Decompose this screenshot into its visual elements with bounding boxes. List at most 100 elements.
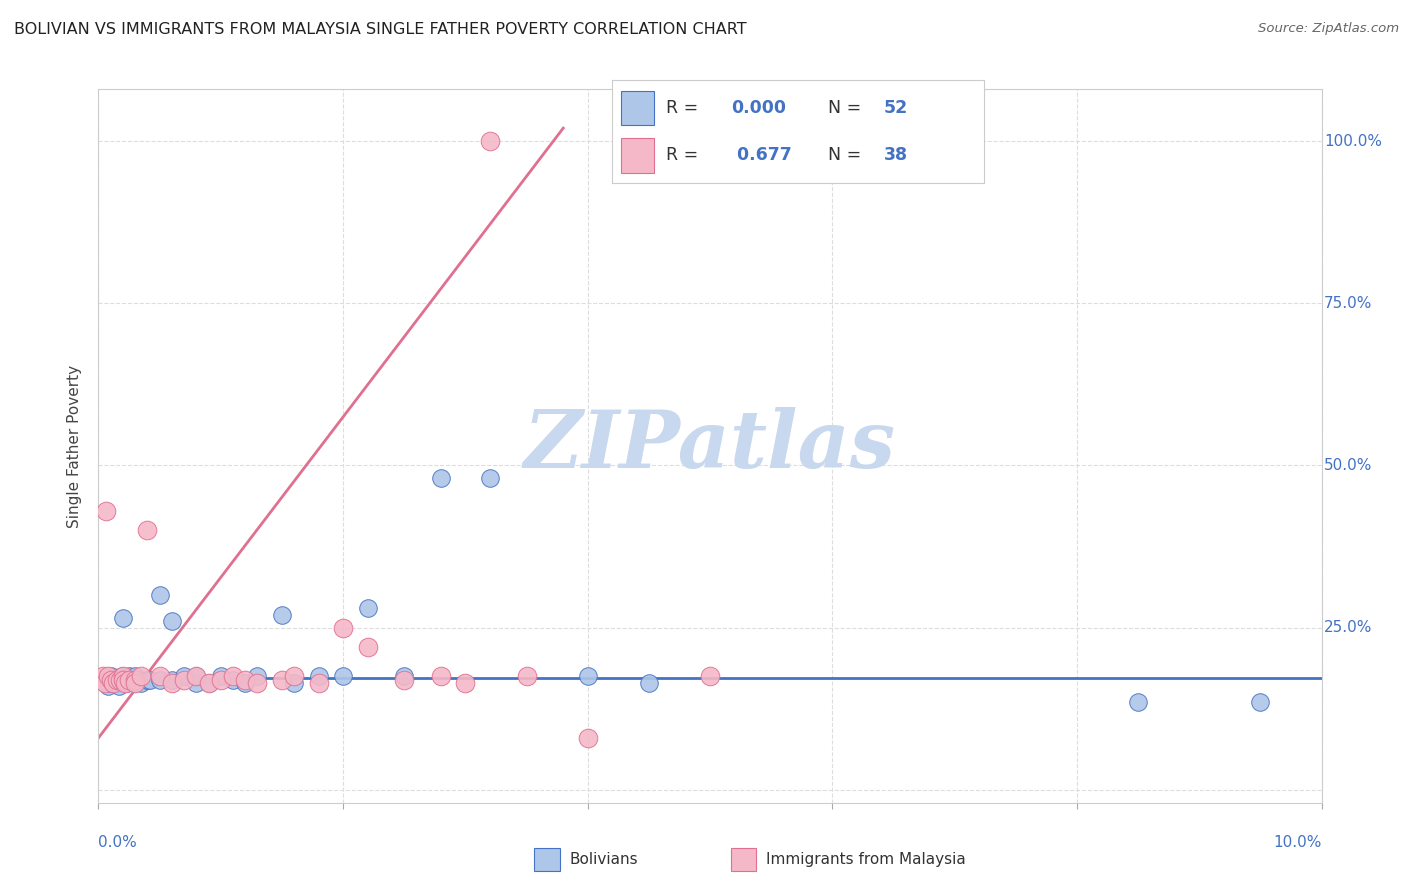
FancyBboxPatch shape: [621, 91, 654, 126]
Point: [283, 669, 305, 683]
Point: [576, 731, 599, 745]
Point: [160, 614, 183, 628]
Text: Source: ZipAtlas.com: Source: ZipAtlas.com: [1258, 22, 1399, 36]
Point: [1249, 695, 1271, 709]
Text: 100.0%: 100.0%: [1324, 134, 1382, 149]
Text: R =: R =: [665, 146, 703, 164]
Point: [149, 588, 172, 602]
Point: [110, 673, 132, 687]
Text: ZIPatlas: ZIPatlas: [524, 408, 896, 484]
Point: [118, 673, 141, 687]
Point: [392, 669, 416, 683]
Point: [136, 524, 159, 538]
Point: [356, 640, 378, 654]
Text: 0.677: 0.677: [731, 146, 792, 164]
Point: [233, 675, 256, 690]
Point: [103, 673, 125, 687]
Point: [129, 669, 152, 683]
Point: [246, 669, 269, 683]
Point: [97, 669, 120, 683]
Point: [149, 673, 172, 687]
Point: [454, 675, 477, 690]
Point: [308, 675, 330, 690]
Point: [127, 673, 149, 687]
Text: 0.0%: 0.0%: [98, 836, 138, 850]
Point: [114, 673, 136, 687]
Point: [93, 675, 115, 690]
Text: Immigrants from Malaysia: Immigrants from Malaysia: [766, 853, 966, 867]
Y-axis label: Single Father Poverty: Single Father Poverty: [67, 365, 83, 527]
Point: [97, 679, 120, 693]
Point: [115, 675, 138, 690]
Point: [111, 611, 134, 625]
Point: [124, 675, 146, 690]
Point: [100, 673, 122, 687]
Text: 75.0%: 75.0%: [1324, 296, 1372, 310]
Point: [107, 673, 129, 687]
Point: [308, 669, 330, 683]
Point: [209, 669, 232, 683]
Point: [94, 504, 117, 518]
Text: 10.0%: 10.0%: [1274, 836, 1322, 850]
Point: [118, 669, 141, 683]
Point: [186, 675, 208, 690]
Point: [111, 673, 134, 687]
Point: [197, 675, 219, 690]
Point: [91, 673, 114, 687]
Point: [233, 673, 256, 687]
Point: [478, 471, 501, 485]
Text: N =: N =: [828, 146, 866, 164]
Point: [160, 673, 183, 687]
Point: [637, 675, 661, 690]
Text: N =: N =: [828, 99, 866, 117]
Point: [173, 669, 195, 683]
Point: [96, 673, 118, 687]
Point: [699, 669, 721, 683]
Point: [222, 669, 245, 683]
Point: [111, 669, 134, 683]
Point: [100, 675, 122, 690]
Text: 52: 52: [883, 99, 908, 117]
Point: [186, 669, 208, 683]
Text: R =: R =: [665, 99, 703, 117]
Point: [356, 601, 378, 615]
Point: [124, 669, 146, 683]
Text: Bolivians: Bolivians: [569, 853, 638, 867]
Point: [94, 673, 117, 687]
Point: [173, 673, 195, 687]
Point: [576, 669, 599, 683]
Text: 25.0%: 25.0%: [1324, 620, 1372, 635]
Point: [1128, 695, 1150, 709]
Point: [110, 673, 132, 687]
Point: [186, 669, 208, 683]
Point: [430, 669, 453, 683]
Point: [209, 673, 232, 687]
Point: [100, 669, 122, 683]
Text: BOLIVIAN VS IMMIGRANTS FROM MALAYSIA SINGLE FATHER POVERTY CORRELATION CHART: BOLIVIAN VS IMMIGRANTS FROM MALAYSIA SIN…: [14, 22, 747, 37]
Point: [124, 675, 146, 690]
Point: [124, 673, 146, 687]
Point: [430, 471, 453, 485]
Point: [93, 673, 115, 687]
Point: [129, 675, 152, 690]
Point: [101, 675, 124, 690]
Point: [136, 673, 159, 687]
Point: [111, 673, 134, 687]
FancyBboxPatch shape: [621, 137, 654, 173]
Point: [222, 673, 245, 687]
Point: [101, 673, 124, 687]
Point: [104, 675, 127, 690]
Point: [270, 673, 292, 687]
Point: [139, 673, 162, 687]
Point: [392, 673, 416, 687]
Point: [108, 679, 131, 693]
Point: [332, 621, 354, 635]
Point: [246, 675, 269, 690]
Point: [149, 669, 172, 683]
Point: [114, 675, 136, 690]
Point: [332, 669, 354, 683]
Point: [105, 673, 128, 687]
Point: [91, 673, 114, 687]
Point: [111, 669, 134, 683]
Point: [283, 675, 305, 690]
